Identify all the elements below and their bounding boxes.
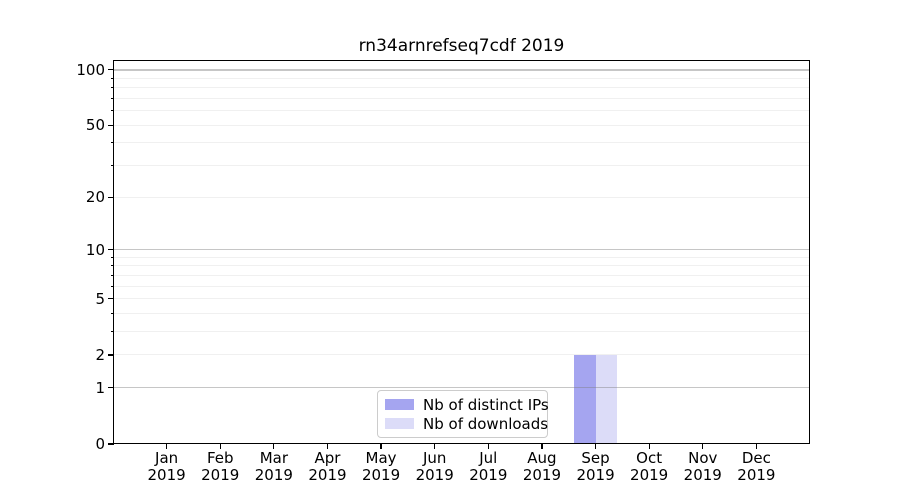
x-tick-label-nov: Nov 2019 (683, 449, 722, 484)
x-tick-mark (487, 444, 489, 449)
y-tick-label: 20 (85, 188, 105, 207)
y-tick-label: 100 (76, 60, 105, 79)
gridline (113, 77, 810, 79)
y-minor-tick-mark (110, 97, 114, 99)
gridline (113, 110, 810, 112)
x-tick-mark (273, 444, 275, 449)
gridline (113, 354, 810, 356)
y-tick-label: 0 (95, 435, 105, 453)
legend-swatch-1 (385, 399, 414, 410)
x-tick-label-dec: Dec 2019 (737, 449, 776, 484)
y-tick-mark (108, 196, 114, 198)
y-minor-tick-mark (110, 87, 114, 89)
x-tick-label-may: May 2019 (361, 449, 401, 484)
y-minor-tick-mark (110, 313, 114, 314)
y-minor-tick-mark (110, 274, 114, 276)
gridline (113, 97, 810, 99)
y-tick-mark (108, 248, 114, 251)
legend-entry: Nb of distinct IPs (384, 396, 549, 414)
gridline (113, 256, 810, 258)
legend-label: Nb of downloads (423, 414, 549, 433)
y-tick-label: 5 (95, 289, 105, 308)
legend-label: Nb of distinct IPs (423, 395, 549, 414)
x-tick-mark (702, 444, 704, 449)
y-tick-mark (108, 443, 114, 445)
x-tick-label-apr: Apr 2019 (308, 449, 347, 484)
y-minor-tick-mark (110, 77, 114, 79)
x-tick-mark (165, 444, 168, 449)
x-tick-mark (541, 444, 543, 449)
x-tick-mark (648, 444, 650, 449)
y-minor-tick-mark (110, 165, 114, 167)
y-tick-label: 1 (95, 378, 105, 397)
gridline (113, 274, 810, 276)
x-tick-label-sep: Sep 2019 (576, 449, 615, 484)
y-minor-tick-mark (110, 142, 114, 144)
y-minor-tick-mark (110, 256, 114, 258)
bar-nb-of-downloads-sep (595, 354, 617, 444)
y-tick-mark (108, 387, 114, 389)
gridline (113, 298, 810, 300)
x-tick-mark (434, 444, 436, 449)
x-tick-mark (326, 444, 329, 449)
x-tick-label-jun: Jun 2019 (415, 449, 454, 484)
gridline (113, 331, 810, 333)
gridline (113, 124, 810, 126)
gridline (113, 313, 810, 314)
gridline (113, 387, 810, 389)
gridline (113, 285, 810, 287)
legend-swatch-2 (385, 418, 414, 429)
y-minor-tick-mark (110, 331, 114, 333)
gridline (113, 196, 810, 198)
y-tick-label: 50 (85, 116, 105, 135)
y-tick-mark (108, 124, 114, 126)
x-tick-label-aug: Aug 2019 (522, 449, 562, 484)
x-tick-label-oct: Oct 2019 (630, 449, 669, 484)
x-tick-mark (755, 444, 758, 449)
x-tick-mark (219, 444, 221, 449)
y-minor-tick-mark (110, 110, 114, 112)
gridline (113, 265, 810, 267)
x-tick-label-mar: Mar 2019 (254, 449, 293, 484)
chart-title: rn34arnrefseq7cdf 2019 (358, 36, 565, 56)
y-tick-mark (108, 298, 114, 300)
gridline (113, 69, 810, 71)
x-tick-label-jul: Jul 2019 (469, 449, 508, 484)
y-tick-mark (108, 69, 114, 71)
y-minor-tick-mark (110, 265, 114, 267)
x-tick-mark (380, 444, 382, 449)
x-tick-label-jan: Jan 2019 (147, 449, 186, 484)
bar-nb-of-distinct-ips-sep (574, 354, 596, 444)
y-tick-mark (108, 354, 114, 356)
y-tick-label: 2 (95, 345, 105, 364)
gridline (113, 249, 810, 251)
grid-layer (113, 60, 810, 444)
gridline (113, 142, 810, 144)
y-minor-tick-mark (110, 285, 114, 287)
bars-layer (113, 60, 810, 444)
gridline (113, 165, 810, 167)
legend: Nb of distinct IPs Nb of downloads (377, 390, 549, 438)
gridline (113, 87, 810, 89)
y-tick-label: 10 (85, 240, 105, 259)
x-tick-label-feb: Feb 2019 (201, 449, 240, 484)
x-tick-mark (594, 444, 597, 449)
legend-entry: Nb of downloads (384, 415, 548, 433)
